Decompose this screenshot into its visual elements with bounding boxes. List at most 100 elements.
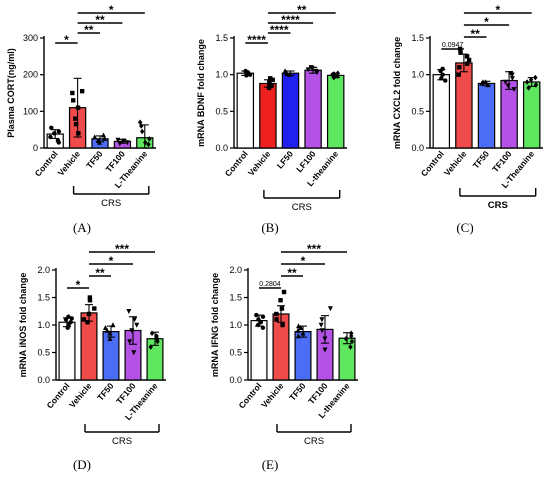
data-point (348, 344, 353, 350)
y-tick-label: 0.5 (229, 348, 242, 358)
y-tick-label: 200 (23, 70, 38, 80)
data-point (485, 82, 491, 88)
data-point (87, 295, 93, 300)
data-point (146, 141, 151, 148)
category-label: Control (223, 149, 250, 179)
data-point (132, 317, 138, 323)
data-point (149, 330, 155, 337)
data-point (318, 322, 324, 328)
data-point (79, 88, 85, 94)
data-point (305, 67, 311, 73)
significance-label: ** (84, 23, 94, 37)
bar-l-theanine (326, 74, 345, 149)
data-point (243, 68, 248, 74)
data-point (134, 322, 140, 328)
category-label: Vehicle (442, 149, 469, 178)
y-tick-label: 1.5 (411, 33, 424, 43)
data-point (48, 134, 53, 140)
category-label: TF50 (471, 149, 492, 171)
y-tick-label: 1.5 (37, 293, 50, 303)
significance-label: * (64, 33, 69, 47)
data-point (319, 317, 325, 323)
data-point (102, 136, 108, 142)
data-point (319, 328, 325, 334)
y-tick-label: 0.0 (411, 143, 424, 153)
significance-label: * (301, 254, 306, 268)
data-point (439, 76, 444, 81)
data-point (154, 333, 159, 339)
data-point (129, 328, 135, 334)
y-tick-label: 100 (23, 106, 38, 116)
chart-panel-e: 0.0 0.5 1.0 1.5 2.0 mRNA IFNG fold change Cont… (210, 242, 358, 472)
bar-control (432, 74, 451, 149)
data-point (322, 336, 328, 342)
data-point (73, 116, 78, 121)
category-label: TF50 (95, 381, 116, 403)
data-point (260, 325, 266, 330)
bar-lf50 (281, 72, 300, 149)
chart-panel-b: 0.0 0.5 1.0 1.5 mRNA BDNF fold change Control… (196, 3, 347, 235)
significance-label: *** (115, 242, 129, 256)
data-point (102, 325, 108, 330)
significance-label: **** (247, 33, 266, 47)
data-point (110, 322, 116, 328)
data-point (260, 314, 266, 319)
data-point (75, 105, 81, 110)
y-axis-label: Plasma CORT(ng/ml) (6, 48, 16, 138)
data-point (66, 314, 71, 319)
group-label: CRS (292, 202, 312, 213)
data-point (143, 139, 148, 146)
bar-l-theanine (338, 337, 356, 381)
data-point (266, 85, 272, 91)
data-point (313, 68, 319, 74)
data-point (68, 320, 73, 325)
category-label: Control (419, 149, 446, 179)
significance-label: ** (95, 266, 105, 280)
data-point (502, 79, 508, 85)
significance-label: * (109, 254, 114, 268)
data-point (124, 140, 130, 146)
significance-label: **** (270, 23, 289, 37)
data-point (278, 298, 283, 303)
data-point (70, 90, 75, 96)
data-point (295, 323, 301, 329)
y-axis-label: mRNA IFNG fold change (210, 273, 220, 377)
data-point (343, 335, 349, 342)
panel-label: (A) (73, 220, 91, 235)
data-point (327, 306, 333, 312)
data-point (483, 79, 489, 85)
data-point (92, 134, 98, 140)
group-label: CRS (101, 198, 121, 209)
data-point (274, 317, 279, 322)
data-point (464, 61, 470, 66)
panel-label: (D) (73, 457, 91, 472)
data-point (282, 68, 288, 74)
data-point (154, 335, 160, 342)
data-point (456, 72, 461, 77)
y-axis-label: mRNA CXCL2 fold change (392, 37, 402, 149)
data-point (335, 70, 341, 76)
data-point (117, 141, 123, 147)
significance-label: ** (297, 3, 307, 17)
bar-tf50 (477, 82, 496, 149)
data-point (443, 78, 448, 83)
y-tick-label: 1.0 (37, 320, 50, 330)
data-point (298, 325, 304, 330)
data-point (56, 129, 62, 134)
data-point (81, 317, 87, 322)
data-point (101, 132, 107, 138)
bar-l-theanine (522, 81, 541, 149)
data-point (458, 50, 463, 55)
data-point (300, 330, 306, 336)
data-point (322, 347, 328, 353)
data-point (440, 66, 445, 72)
significance-label: *** (307, 242, 321, 256)
y-tick-label: 2.0 (37, 265, 50, 275)
significance-label: * (109, 3, 114, 17)
data-point (267, 76, 273, 81)
data-point (56, 140, 61, 145)
group-label: CRS (488, 200, 508, 211)
chart-panel-d: 0.0 0.5 1.0 1.5 2.0 mRNA iNOS fold change Cont… (18, 242, 166, 472)
significance-label: 0.0947 (442, 42, 464, 49)
